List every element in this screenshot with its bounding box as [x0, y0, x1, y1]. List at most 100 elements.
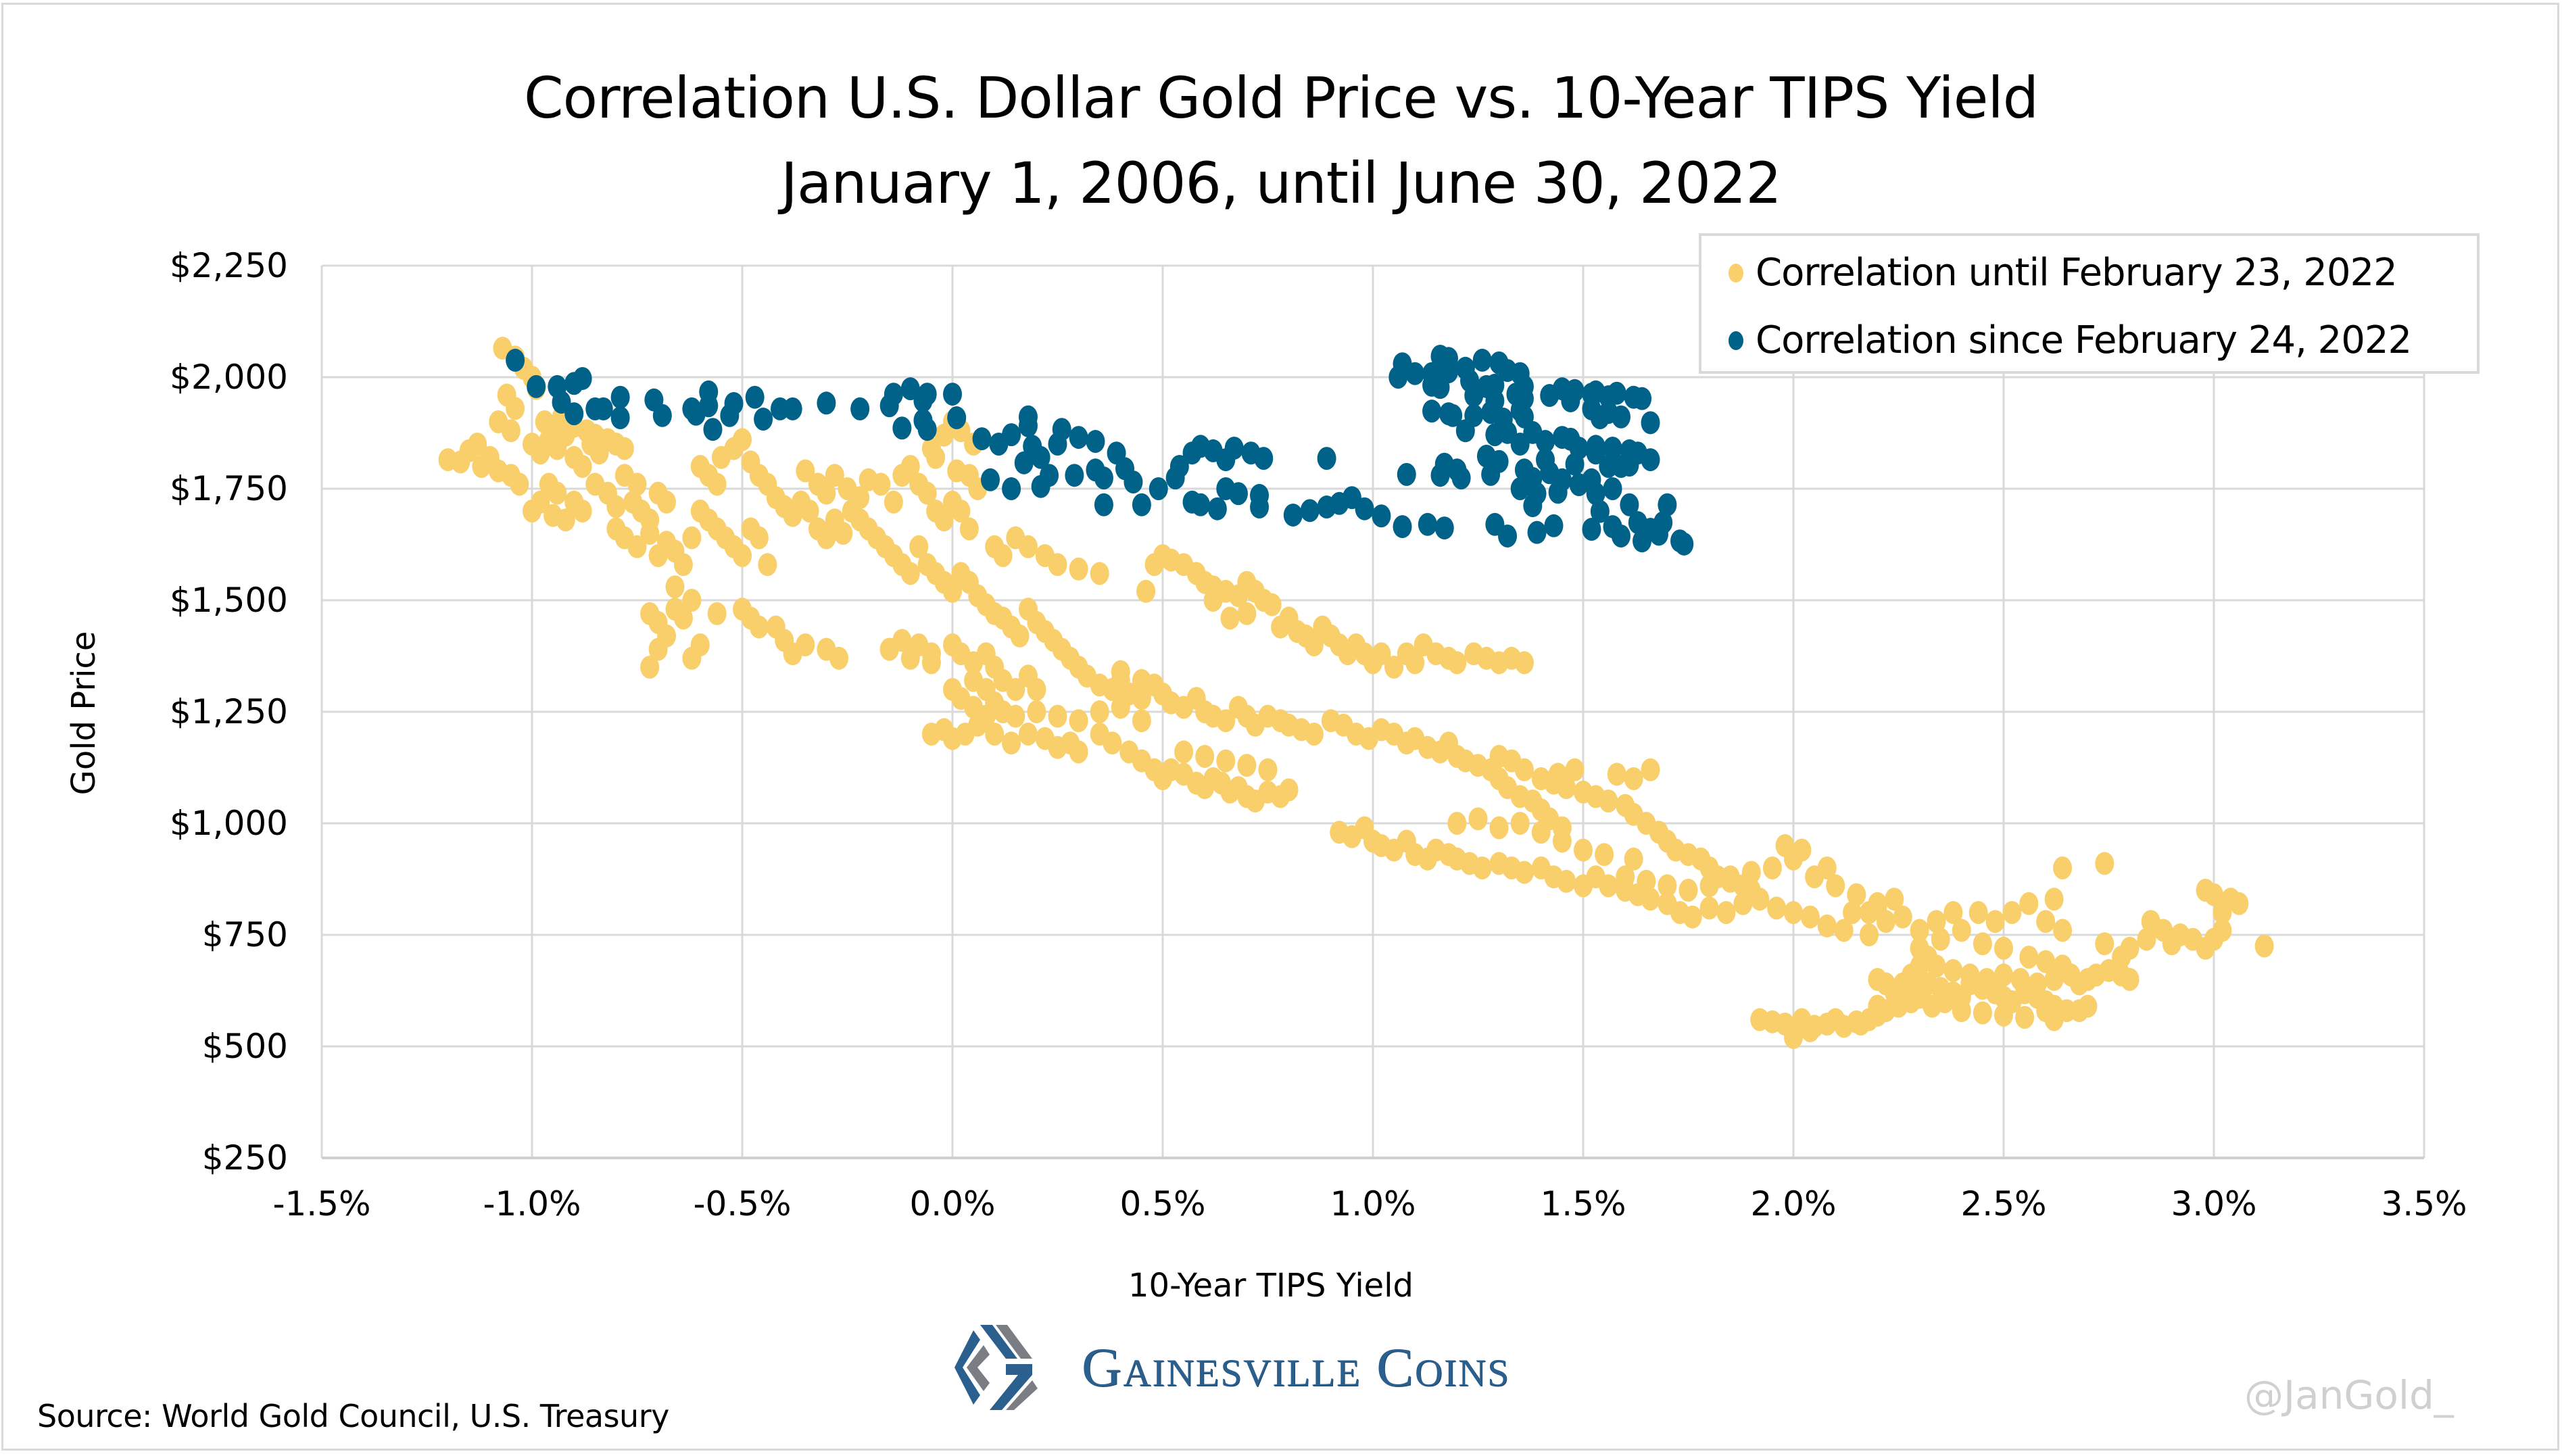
- data-point: [917, 481, 937, 505]
- data-point: [871, 472, 891, 496]
- data-point: [1699, 874, 1719, 898]
- data-point: [1586, 482, 1605, 506]
- data-point: [1733, 892, 1753, 915]
- data-point: [1994, 963, 2013, 987]
- data-point: [884, 383, 903, 406]
- data-point: [1065, 464, 1084, 487]
- data-point: [900, 562, 920, 585]
- data-point: [1455, 419, 1475, 443]
- data-point: [1010, 624, 1030, 648]
- data-point: [1527, 520, 1547, 544]
- data-point: [1641, 411, 1660, 435]
- data-point: [749, 526, 769, 550]
- data-point: [1447, 812, 1467, 835]
- data-point: [2095, 932, 2114, 956]
- data-point: [959, 517, 979, 541]
- data-point: [1418, 512, 1437, 536]
- x-tick-label: 0.5%: [1119, 1184, 1205, 1223]
- x-tick-label: -1.5%: [272, 1184, 370, 1223]
- data-point: [833, 522, 853, 545]
- data-point: [909, 535, 929, 558]
- data-point: [1800, 1019, 1820, 1042]
- data-point: [1595, 843, 1614, 867]
- data-point: [1498, 524, 1518, 548]
- data-point: [564, 372, 584, 395]
- data-point: [682, 526, 702, 550]
- data-point: [1599, 790, 1618, 812]
- data-point: [1090, 562, 1109, 585]
- data-point: [754, 408, 773, 431]
- chart-title: Correlation U.S. Dollar Gold Price vs. 1…: [523, 65, 2039, 131]
- data-point: [1800, 905, 1820, 929]
- data-point: [943, 579, 962, 603]
- y-axis-title: Gold Price: [65, 631, 103, 796]
- data-point: [825, 464, 844, 487]
- data-point: [980, 468, 1000, 491]
- data-point: [468, 433, 487, 456]
- data-point: [1674, 532, 1694, 556]
- data-point: [564, 402, 584, 426]
- data-point: [800, 500, 819, 523]
- data-point: [1262, 593, 1282, 616]
- x-tick-label: 1.0%: [1330, 1184, 1416, 1223]
- data-point: [2027, 972, 2047, 996]
- data-point: [817, 526, 836, 550]
- data-point: [1678, 879, 1698, 902]
- data-point: [1574, 838, 1593, 862]
- data-point: [1094, 493, 1113, 516]
- data-point: [1893, 905, 1912, 929]
- data-point: [1767, 896, 1787, 920]
- data-point: [1090, 700, 1109, 723]
- gainesville-coins-logo: Gainesville Coins: [953, 1324, 1602, 1411]
- x-tick-label: -1.0%: [483, 1184, 581, 1223]
- data-point: [1018, 723, 1038, 746]
- data-point: [690, 633, 710, 656]
- legend-item-since: Correlation since February 24, 2022: [1729, 318, 2412, 362]
- data-point: [1388, 366, 1408, 389]
- y-tick-label: $1,000: [170, 804, 288, 843]
- legend-label: Correlation until February 23, 2022: [1756, 251, 2398, 295]
- data-point: [1300, 499, 1320, 523]
- data-point: [2213, 901, 2232, 924]
- data-point: [1472, 856, 1492, 879]
- data-point: [1216, 709, 1236, 733]
- data-point: [1228, 482, 1248, 506]
- data-point: [1279, 778, 1299, 802]
- y-tick-label: $250: [202, 1138, 288, 1178]
- data-point: [1927, 910, 1946, 933]
- data-point: [817, 391, 836, 415]
- y-tick-label: $2,250: [170, 246, 288, 285]
- data-point: [1169, 455, 1189, 478]
- data-point: [610, 385, 630, 409]
- data-point: [1031, 475, 1050, 498]
- data-point: [1561, 389, 1580, 412]
- data-point: [1792, 838, 1812, 862]
- data-point: [1637, 869, 1656, 893]
- y-tick-label: $500: [202, 1027, 288, 1066]
- data-point: [1069, 740, 1088, 764]
- data-point: [707, 472, 727, 496]
- data-point: [1910, 936, 1929, 960]
- data-point: [1481, 462, 1501, 486]
- data-point: [1624, 847, 1643, 871]
- data-point: [1548, 762, 1568, 786]
- data-point: [1006, 704, 1025, 728]
- data-point: [1190, 493, 1210, 516]
- data-point: [1207, 497, 1227, 520]
- data-point: [472, 455, 491, 478]
- data-point: [1048, 433, 1067, 456]
- legend-label: Correlation since February 24, 2022: [1756, 318, 2412, 362]
- data-point: [1195, 745, 1215, 768]
- legend: Correlation until February 23, 2022 Corr…: [1699, 233, 2480, 374]
- data-point: [1002, 731, 1021, 755]
- data-point: [1317, 447, 1336, 470]
- data-point: [720, 404, 740, 427]
- data-point: [640, 656, 660, 679]
- data-point: [1472, 348, 1492, 372]
- data-point: [1304, 723, 1324, 746]
- data-point: [1658, 493, 1677, 516]
- series-since-feb-24: [506, 344, 1694, 556]
- data-point: [1603, 436, 1622, 460]
- y-tick-label: $1,250: [170, 692, 288, 731]
- data-point: [1372, 642, 1391, 666]
